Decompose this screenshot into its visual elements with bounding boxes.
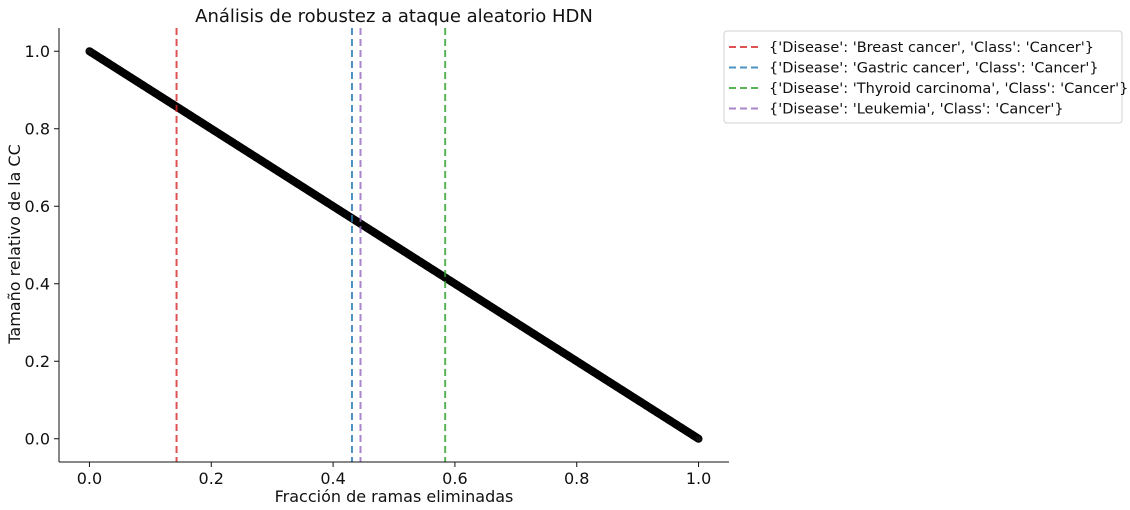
legend-label: {'Disease': 'Breast cancer', 'Class': 'C… <box>769 40 1094 56</box>
scatter-points <box>85 47 703 443</box>
legend-entries: {'Disease': 'Breast cancer', 'Class': 'C… <box>729 40 1128 118</box>
y-tick-label: 0.8 <box>25 119 50 138</box>
x-axis-label: Fracción de ramas eliminadas <box>275 487 514 506</box>
legend-label: {'Disease': 'Leukemia', 'Class': 'Cancer… <box>769 102 1064 118</box>
scatter-point <box>694 434 703 443</box>
x-tick-label: 0.2 <box>199 469 224 488</box>
y-tick-label: 1.0 <box>25 42 50 61</box>
legend-box <box>723 30 1123 124</box>
x-tick-label: 0.6 <box>442 469 467 488</box>
vertical-lines <box>175 28 447 462</box>
chart-title: Análisis de robustez a ataque aleatorio … <box>195 6 593 27</box>
legend-label: {'Disease': 'Gastric cancer', 'Class': '… <box>769 61 1099 77</box>
y-tick-label: 0.6 <box>25 197 50 216</box>
y-tick-label: 0.2 <box>25 352 50 371</box>
x-ticks: 0.0 0.2 0.4 0.6 0.8 1.0 <box>77 462 711 488</box>
y-tick-label: 0.4 <box>25 274 50 293</box>
y-tick-label: 0.0 <box>25 429 50 448</box>
y-ticks: 0.0 0.2 0.4 0.6 0.8 1.0 <box>25 42 59 448</box>
legend: {'Disease': 'Breast cancer', 'Class': 'C… <box>723 30 1128 124</box>
x-tick-label: 0.8 <box>564 469 589 488</box>
y-axis-label: Tamaño relativo de la CC <box>5 144 24 344</box>
legend-label: {'Disease': 'Thyroid carcinoma', 'Class'… <box>769 81 1128 97</box>
x-tick-label: 0.0 <box>77 469 102 488</box>
x-tick-label: 0.4 <box>320 469 345 488</box>
plot-area <box>85 28 703 462</box>
x-tick-label: 1.0 <box>686 469 711 488</box>
